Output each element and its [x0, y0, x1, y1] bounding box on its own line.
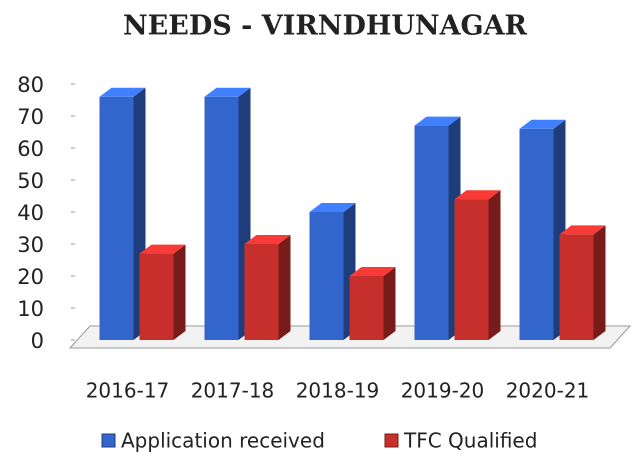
legend-swatch — [384, 433, 399, 448]
legend-swatch — [101, 433, 116, 448]
bar — [454, 190, 501, 340]
bar-top — [454, 190, 501, 200]
bar-front — [349, 276, 384, 340]
y-tick-label: 50 — [17, 169, 44, 193]
bar-front — [244, 244, 279, 340]
bar-front — [519, 128, 554, 340]
y-tick-label: 70 — [17, 105, 44, 129]
bar-side — [278, 235, 291, 340]
chart-title: NEEDS - VIRNDHUNAGAR — [123, 11, 528, 42]
bar-top — [244, 235, 291, 244]
bar-front — [99, 96, 134, 340]
x-tick-label: 2020-21 — [506, 379, 590, 403]
bar — [99, 87, 146, 340]
bar — [559, 225, 606, 340]
bar-front — [454, 199, 489, 340]
bar-top — [309, 203, 356, 212]
legend-label: TFC Qualified — [403, 429, 537, 453]
y-tick-label: 30 — [17, 233, 44, 257]
bar-front — [414, 125, 449, 340]
bar-front — [139, 253, 174, 340]
bar-side — [593, 225, 606, 340]
bar — [309, 203, 356, 340]
x-tick-label: 2018-19 — [296, 379, 380, 403]
bar-front — [559, 234, 594, 340]
bar — [349, 267, 396, 340]
x-tick-label: 2019-20 — [401, 379, 485, 403]
y-tick-label: 80 — [17, 73, 44, 97]
bar-top — [349, 267, 396, 276]
bar-side — [488, 190, 501, 340]
bar — [414, 116, 461, 340]
bar-front — [204, 96, 239, 340]
y-tick-label: 20 — [17, 265, 44, 289]
bar — [139, 244, 186, 340]
bar-top — [519, 119, 566, 129]
bar — [204, 87, 251, 340]
bar — [519, 119, 566, 340]
bar-top — [559, 225, 606, 235]
x-tick-label: 2016-17 — [86, 379, 170, 403]
bar-side — [173, 244, 186, 340]
bar-top — [99, 87, 146, 97]
bar — [244, 235, 291, 340]
bar-top — [204, 87, 251, 97]
y-tick-label: 40 — [17, 201, 44, 225]
bar-top — [139, 244, 186, 254]
legend-label: Application received — [121, 429, 325, 453]
bar-front — [309, 212, 344, 340]
y-tick-label: 60 — [17, 137, 44, 161]
y-tick-label: 10 — [17, 297, 44, 321]
bar-side — [383, 267, 396, 340]
bar-top — [414, 116, 461, 126]
y-tick-label: 0 — [31, 329, 44, 353]
x-tick-label: 2017-18 — [191, 379, 275, 403]
